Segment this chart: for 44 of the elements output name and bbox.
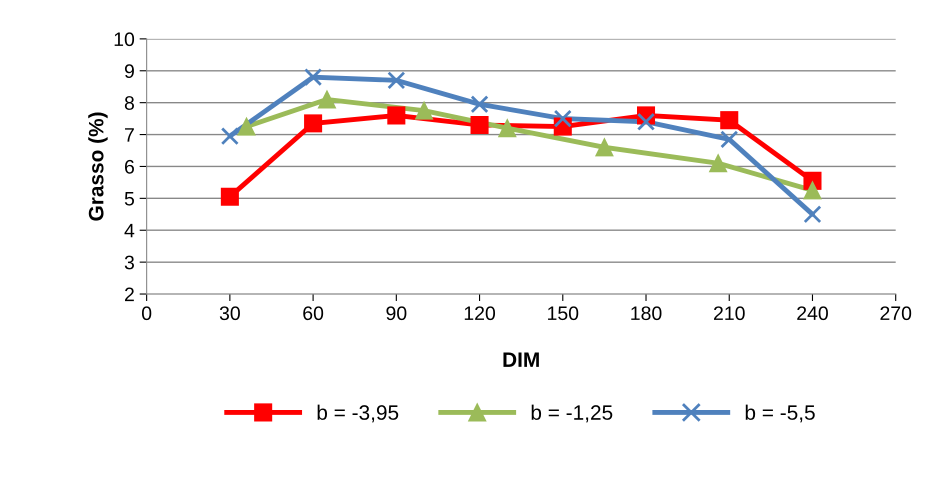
point <box>304 114 322 132</box>
point <box>470 116 489 134</box>
y-tick-label: 2 <box>125 288 134 302</box>
legend-label: b = -1,25 <box>532 404 612 422</box>
point <box>803 205 822 224</box>
x-tick-label: 120 <box>464 306 496 320</box>
point <box>387 71 406 90</box>
point <box>595 138 614 156</box>
legend-label: b = -5,5 <box>746 404 815 422</box>
y-tick-label: 5 <box>124 192 134 206</box>
x-tick-label: 60 <box>303 306 324 320</box>
y-tick-label: 10 <box>114 32 134 46</box>
point <box>720 111 738 130</box>
x-tick-label: 0 <box>142 306 152 320</box>
point <box>636 112 656 131</box>
point <box>220 127 239 146</box>
point <box>720 130 738 148</box>
point <box>237 118 256 136</box>
y-tick-label: 9 <box>124 64 134 78</box>
y-axis-title: Grasso (%) <box>88 112 108 221</box>
legend-label: b = -3,95 <box>318 404 398 422</box>
y-tick-label: 3 <box>124 256 134 270</box>
x-tick-label: 90 <box>386 306 406 320</box>
point <box>415 102 434 120</box>
point <box>220 188 239 206</box>
point <box>318 90 336 109</box>
x-tick-label: 150 <box>548 306 578 320</box>
x-tick-label: 270 <box>880 306 912 320</box>
y-tick-label: 4 <box>124 224 134 238</box>
point <box>709 154 728 172</box>
point <box>498 119 516 138</box>
x-tick-label: 210 <box>714 306 745 320</box>
point <box>470 95 489 114</box>
x-tick-label: 180 <box>631 306 662 320</box>
x-tick-label: 240 <box>797 306 828 320</box>
x-axis-title: DIM <box>503 352 539 367</box>
point <box>387 106 406 124</box>
y-tick-label: 6 <box>125 160 134 174</box>
point <box>554 110 572 128</box>
point <box>803 181 822 200</box>
y-tick-label: 8 <box>124 96 134 110</box>
y-tick-label: 7 <box>125 128 134 142</box>
point <box>304 68 322 86</box>
x-tick-label: 30 <box>220 306 240 320</box>
